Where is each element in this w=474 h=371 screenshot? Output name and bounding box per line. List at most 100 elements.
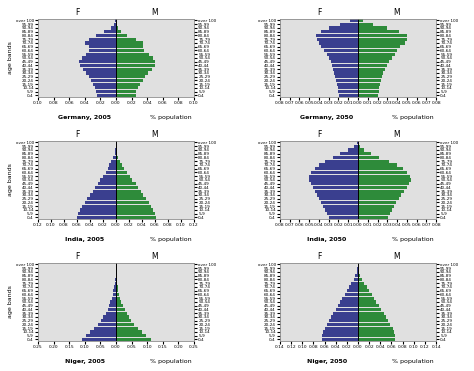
Bar (86, 334, 116, 337)
Bar (317, 37, 358, 41)
Bar (357, 141, 358, 144)
Bar (358, 312, 383, 315)
Bar (358, 37, 407, 41)
Bar (116, 53, 149, 56)
Bar (325, 326, 358, 330)
Text: M: M (394, 130, 401, 139)
Text: India, 2005: India, 2005 (65, 237, 104, 242)
Bar (91, 330, 116, 334)
Bar (116, 330, 142, 334)
Bar (333, 156, 358, 159)
Text: F: F (75, 130, 79, 139)
Bar (358, 45, 400, 48)
Bar (340, 152, 358, 155)
Bar (358, 71, 383, 75)
Bar (315, 190, 358, 193)
Bar (345, 293, 358, 296)
Text: F: F (75, 8, 79, 17)
Bar (116, 216, 156, 219)
Bar (116, 209, 153, 211)
Bar (82, 56, 116, 59)
Bar (358, 90, 379, 93)
Bar (85, 201, 116, 204)
Bar (109, 304, 116, 307)
Bar (358, 64, 387, 67)
Bar (315, 167, 358, 170)
Bar (116, 37, 137, 41)
Bar (116, 49, 144, 52)
Bar (85, 41, 116, 45)
Bar (358, 190, 404, 193)
Bar (116, 319, 131, 322)
Bar (321, 45, 358, 48)
Bar (358, 216, 388, 219)
Bar (324, 49, 358, 52)
Bar (103, 315, 116, 319)
Bar (116, 79, 143, 82)
Bar (95, 186, 116, 189)
Bar (116, 282, 117, 285)
Bar (89, 45, 116, 48)
Bar (358, 56, 392, 59)
Bar (313, 186, 358, 189)
Bar (109, 163, 116, 167)
Bar (116, 201, 148, 204)
Bar (355, 274, 358, 277)
Bar (106, 171, 116, 174)
Text: M: M (394, 8, 401, 17)
Bar (116, 175, 130, 178)
Bar (358, 53, 395, 56)
Bar (358, 156, 380, 159)
Bar (321, 30, 358, 33)
Bar (358, 49, 397, 52)
Bar (323, 330, 358, 334)
Bar (329, 26, 358, 30)
Bar (94, 326, 116, 330)
Bar (319, 197, 358, 200)
Bar (358, 330, 394, 334)
Bar (358, 186, 407, 189)
Bar (116, 156, 118, 159)
Bar (116, 167, 125, 170)
Bar (87, 197, 116, 200)
Bar (309, 175, 358, 178)
Bar (116, 171, 127, 174)
Bar (80, 64, 116, 67)
Bar (337, 86, 358, 89)
Bar (358, 289, 369, 292)
Bar (358, 145, 360, 148)
Bar (116, 293, 119, 296)
Bar (339, 94, 358, 97)
Bar (347, 289, 358, 292)
Bar (116, 60, 155, 63)
Text: % population: % population (392, 115, 433, 119)
Text: M: M (152, 8, 158, 17)
Bar (101, 319, 116, 322)
Bar (358, 285, 367, 289)
Bar (116, 301, 121, 303)
Bar (327, 323, 358, 326)
Bar (113, 156, 116, 159)
Bar (116, 163, 122, 167)
Bar (358, 201, 396, 204)
Bar (322, 338, 358, 341)
Text: F: F (317, 8, 321, 17)
Bar (90, 49, 116, 52)
Bar (98, 323, 116, 326)
Bar (115, 148, 116, 151)
Bar (358, 23, 373, 26)
Bar (116, 278, 117, 281)
Bar (95, 86, 116, 89)
Bar (358, 178, 410, 181)
Bar (325, 160, 358, 163)
Bar (354, 278, 358, 281)
Bar (358, 34, 407, 37)
Bar (358, 167, 403, 170)
Bar (114, 285, 116, 289)
Bar (110, 26, 116, 30)
Bar (358, 160, 389, 163)
Bar (317, 193, 358, 197)
Bar (358, 41, 405, 45)
Bar (90, 75, 116, 78)
Bar (311, 171, 358, 174)
